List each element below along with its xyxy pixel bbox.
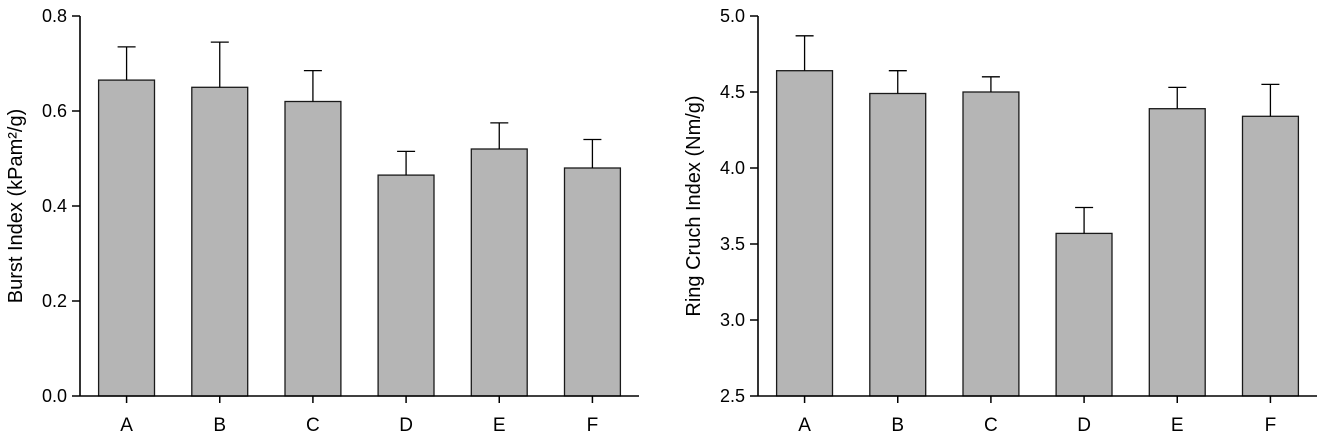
bar-C <box>284 100 342 397</box>
x-tick-label-B: B <box>213 415 226 436</box>
x-tick-label-D: D <box>399 415 413 436</box>
y-axis-title: Ring Cruch Index (Nm/g) <box>683 95 705 316</box>
bar-F <box>563 167 622 397</box>
y-tick-label-1: 0.2 <box>42 291 67 311</box>
y-tick-label-3: 4.0 <box>720 158 745 178</box>
y-tick-label-4: 0.8 <box>42 6 67 26</box>
x-tick-label-F: F <box>587 415 599 436</box>
y-tick-label-2: 0.4 <box>42 196 67 216</box>
bar-E <box>1148 108 1206 397</box>
y-tick-label-0: 2.5 <box>720 386 745 406</box>
bar-D <box>1055 232 1113 397</box>
x-tick-label-E: E <box>493 415 506 436</box>
ring-cruch-index-chart: A B C D E F 2.5 3.0 3.5 4.0 4.5 5.0 Ring Cruch Index… <box>678 0 1333 444</box>
bar-C <box>962 91 1020 397</box>
ring-cruch-index-svg: A B C D E F 2.5 3.0 3.5 4.0 4.5 5.0 Ring Cruch Index… <box>683 6 1317 436</box>
chart-gap <box>655 0 678 444</box>
x-tick-label-C: C <box>984 415 998 436</box>
y-tick-label-4: 4.5 <box>720 82 745 102</box>
bar-D <box>377 174 435 397</box>
y-tick-label-5: 5.0 <box>720 6 745 26</box>
burst-index-svg: A B C D E F 0.0 0.2 0.4 0.6 0.8 Burst Index (kPam²/… <box>5 6 639 436</box>
bar-F <box>1241 115 1300 397</box>
bar-A <box>97 79 156 397</box>
bar-A <box>775 70 834 397</box>
y-axis-title: Burst Index (kPam²/g) <box>5 109 27 304</box>
y-tick-label-3: 0.6 <box>42 101 67 121</box>
bar-B <box>869 92 927 397</box>
bar-B <box>191 86 249 397</box>
burst-index-chart: A B C D E F 0.0 0.2 0.4 0.6 0.8 Burst Index (kPam²/… <box>0 0 655 444</box>
x-tick-label-C: C <box>306 415 320 436</box>
x-tick-label-E: E <box>1171 415 1184 436</box>
x-tick-label-F: F <box>1265 415 1277 436</box>
y-tick-label-1: 3.0 <box>720 310 745 330</box>
x-tick-label-A: A <box>120 415 133 436</box>
x-tick-label-D: D <box>1077 415 1091 436</box>
y-tick-label-0: 0.0 <box>42 386 67 406</box>
y-tick-label-2: 3.5 <box>720 234 745 254</box>
x-tick-label-B: B <box>891 415 904 436</box>
bar-E <box>470 148 528 397</box>
x-tick-label-A: A <box>798 415 811 436</box>
